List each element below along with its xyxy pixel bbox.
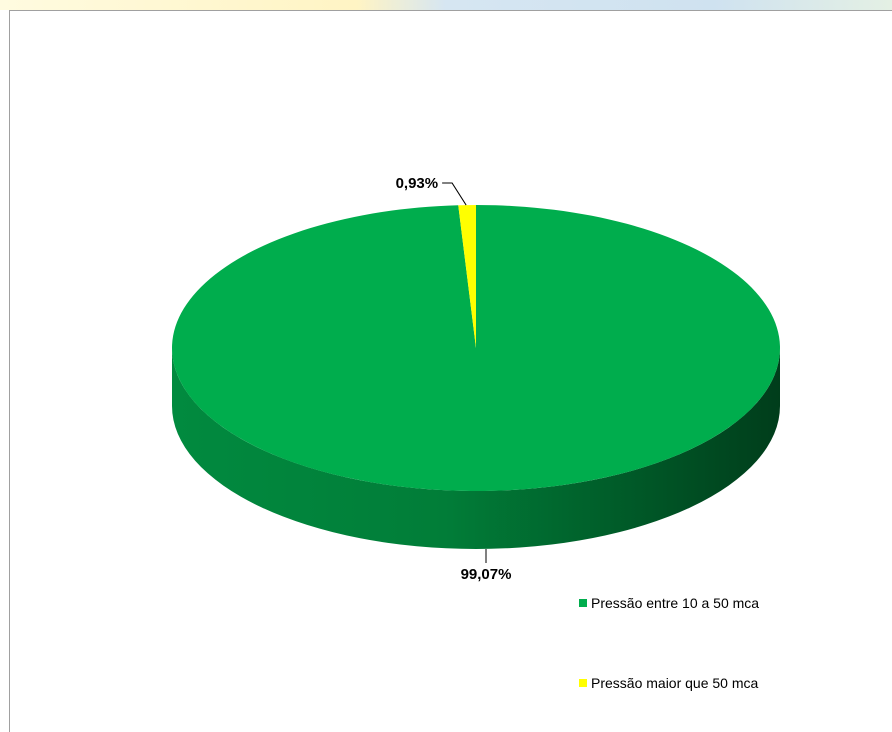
legend-swatch-0 bbox=[579, 599, 587, 607]
pie-slice-1 bbox=[458, 205, 476, 348]
pie-slice-0 bbox=[171, 205, 780, 492]
pie-top bbox=[171, 205, 780, 492]
leader-line-1 bbox=[442, 182, 467, 206]
data-label-0: 99,07% bbox=[461, 566, 512, 583]
data-label-1: 0,93% bbox=[396, 175, 439, 192]
pie-side-wall bbox=[172, 348, 780, 549]
pie-labels: 99,07% 0,93% bbox=[396, 175, 512, 583]
legend-swatch-1 bbox=[579, 679, 587, 687]
top-background-strip bbox=[0, 0, 892, 10]
legend-label-0: Pressão entre 10 a 50 mca bbox=[591, 595, 760, 611]
legend-label-1: Pressão maior que 50 mca bbox=[591, 675, 759, 691]
legend-item-0: Pressão entre 10 a 50 mca bbox=[579, 595, 759, 611]
legend-item-1: Pressão maior que 50 mca bbox=[579, 675, 758, 691]
